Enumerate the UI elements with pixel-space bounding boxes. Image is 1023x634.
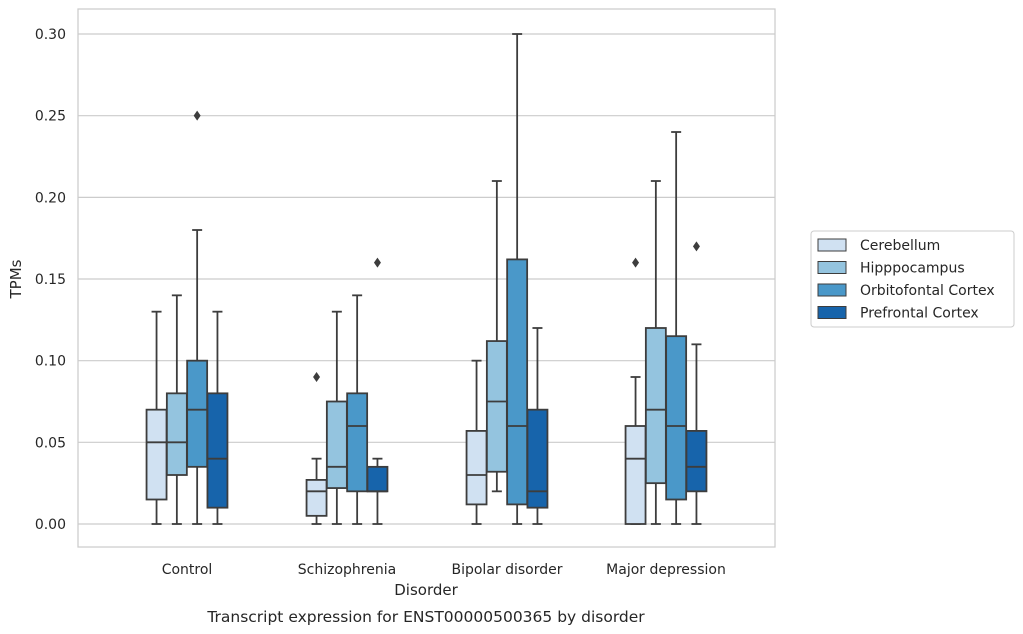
x-tick-label: Schizophrenia bbox=[298, 562, 396, 578]
outlier-point bbox=[692, 241, 700, 252]
y-tick-label: 0.10 bbox=[35, 354, 66, 370]
plot-frame bbox=[77, 8, 776, 548]
x-tick-label: Major depression bbox=[606, 562, 726, 578]
legend-label: Prefrontal Cortex bbox=[860, 306, 979, 322]
box bbox=[526, 408, 549, 509]
legend-label: Hipppocampus bbox=[860, 261, 965, 277]
box-group bbox=[685, 241, 708, 525]
legend-swatch bbox=[817, 306, 847, 319]
box bbox=[346, 392, 369, 493]
legend-swatch bbox=[817, 283, 847, 297]
legend-swatch bbox=[817, 238, 847, 252]
legend-label: Orbitofontal Cortex bbox=[860, 283, 995, 299]
box bbox=[465, 430, 488, 506]
box bbox=[644, 327, 667, 485]
y-tick-label: 0.25 bbox=[35, 109, 66, 125]
box-group bbox=[485, 180, 508, 493]
box bbox=[145, 408, 168, 501]
box-group bbox=[526, 327, 549, 525]
chart-caption: Transcript expression for ENST0000050036… bbox=[206, 608, 645, 626]
box bbox=[186, 359, 209, 468]
outlier-point bbox=[373, 257, 381, 268]
box bbox=[624, 425, 647, 525]
box-group bbox=[165, 294, 188, 525]
legend: Cerebellum Hipppocampus Orbitofontal Corte… bbox=[810, 230, 1015, 328]
box-plot-area bbox=[145, 33, 708, 525]
box-group bbox=[145, 310, 168, 525]
y-tick-label: 0.00 bbox=[35, 517, 66, 533]
y-tick-label: 0.15 bbox=[35, 272, 66, 288]
box-group bbox=[366, 257, 389, 525]
outlier-point bbox=[193, 110, 201, 121]
outlier-point bbox=[632, 257, 640, 268]
box bbox=[366, 465, 389, 493]
box bbox=[325, 400, 348, 489]
box-group bbox=[506, 33, 529, 525]
y-axis-ticks: 0.00 0.05 0.10 0.15 0.20 0.25 0.30 bbox=[35, 27, 66, 533]
box-group bbox=[206, 310, 229, 525]
x-tick-label: Control bbox=[162, 562, 213, 578]
x-tick-label: Bipolar disorder bbox=[451, 562, 562, 578]
box bbox=[206, 392, 229, 509]
outlier-point bbox=[313, 372, 321, 383]
y-axis-label: TPMs bbox=[7, 259, 25, 299]
box-group bbox=[305, 372, 328, 525]
box bbox=[506, 258, 529, 506]
legend-label: Cerebellum bbox=[860, 238, 940, 254]
x-axis-ticks: Control Schizophrenia Bipolar disorder Majo… bbox=[162, 562, 726, 578]
box-group bbox=[644, 180, 667, 525]
box-group bbox=[346, 294, 369, 525]
box bbox=[165, 392, 188, 476]
x-axis-label: Disorder bbox=[394, 581, 458, 599]
box-group bbox=[325, 310, 348, 525]
y-tick-label: 0.30 bbox=[35, 27, 66, 43]
box-group bbox=[624, 257, 647, 525]
box bbox=[305, 479, 328, 517]
box bbox=[665, 335, 688, 501]
legend-swatch bbox=[817, 261, 847, 274]
y-tick-label: 0.05 bbox=[35, 435, 66, 451]
legend-frame bbox=[810, 230, 1015, 328]
box-group bbox=[186, 110, 209, 525]
box bbox=[685, 430, 708, 493]
box-group bbox=[465, 359, 488, 525]
box bbox=[485, 340, 508, 473]
y-tick-label: 0.20 bbox=[35, 190, 66, 206]
box-group bbox=[665, 131, 688, 525]
